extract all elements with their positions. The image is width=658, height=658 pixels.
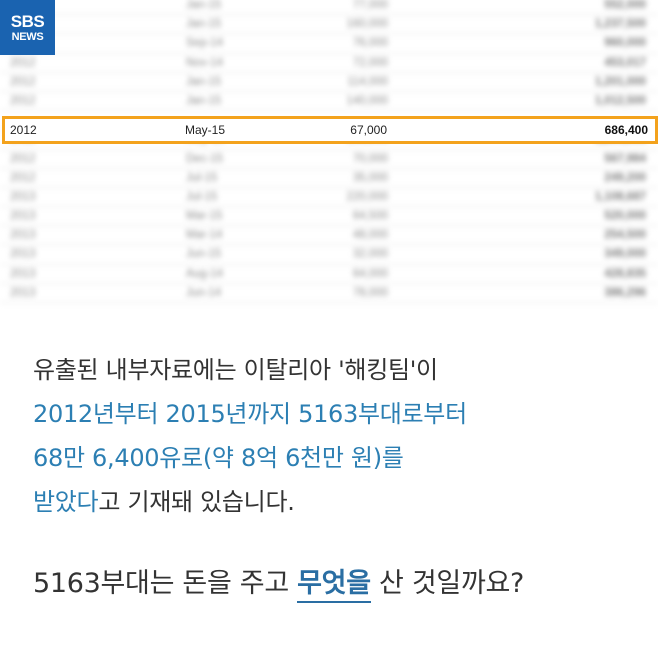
cell-date: May-15: [185, 123, 226, 137]
cell-year: 2013: [10, 267, 36, 280]
cell-amount: 32,000: [352, 248, 388, 261]
cell-amount: 67,000: [350, 123, 387, 137]
cell-date: Jan-15: [186, 75, 222, 88]
cell-amount: 64,500: [352, 210, 388, 223]
cell-amount: 114,000: [347, 75, 388, 88]
question-before: 5163부대는 돈을 주고: [33, 568, 298, 599]
table-row: Jan-15 160,000 1,237,500: [0, 15, 658, 35]
cell-total: 1,108,687: [594, 190, 646, 203]
question-emphasis: 무엇을: [297, 568, 371, 603]
cell-year: 2013: [10, 210, 36, 223]
cell-date: Jan-15: [186, 0, 222, 11]
cell-total: 686,400: [604, 123, 648, 137]
cell-year: 2013: [10, 229, 36, 242]
cell-total: 453,017: [604, 56, 646, 69]
cell-year: 2012: [10, 171, 36, 184]
cell-total: 254,500: [604, 229, 646, 242]
cell-amount: 76,000: [352, 37, 388, 50]
cell-year: 2012: [10, 75, 36, 88]
logo-line-1: SBS: [10, 11, 45, 31]
cell-total: 349,000: [604, 248, 646, 261]
logo-line-2: NEWS: [11, 30, 44, 43]
cell-total: 1,201,000: [594, 75, 646, 88]
cell-total: 386,296: [604, 286, 646, 299]
highlighted-table-row: 2012 May-15 67,000 686,400: [2, 116, 658, 144]
table-row: 2012 Dec-15 70,000 567,984: [0, 150, 658, 169]
caption-line-4: 받았다고 기재돼 있습니다.: [33, 480, 643, 524]
cell-amount: 70,000: [352, 152, 388, 165]
cell-total: 1,012,500: [594, 94, 646, 107]
cell-total: 520,000: [604, 210, 646, 223]
cell-date: Sep-14: [186, 37, 224, 50]
cell-total: 552,000: [604, 0, 646, 11]
cell-date: Mar-14: [186, 229, 223, 242]
sbs-news-logo: SBS NEWS: [0, 0, 55, 55]
table-row: 2012 Jul-15 35,000 249,200: [0, 169, 658, 188]
caption-line-4-highlight: 받았다: [33, 488, 99, 516]
cell-date: Nov-14: [186, 56, 224, 69]
cell-date: Dec-15: [186, 152, 224, 165]
cell-year: 2012: [10, 94, 36, 107]
caption-line-4-rest: 고 기재돼 있습니다.: [98, 488, 295, 516]
cell-year: 2012: [10, 123, 37, 137]
cell-total: 960,000: [604, 37, 646, 50]
table-row: Sep-14 76,000 960,000: [0, 34, 658, 54]
table-row: 2013 Jul-15 220,000 1,108,687: [0, 188, 658, 208]
table-row: Jan-15 77,000 552,000: [0, 0, 658, 16]
table-row: 2013 Jun-15 32,000 349,000: [0, 245, 658, 265]
cell-year: 2013: [10, 190, 36, 203]
cell-amount: 64,000: [352, 267, 388, 280]
caption-line-3: 68만 6,400유로(약 8억 6천만 원)를: [33, 444, 404, 472]
cell-date: Jan-15: [186, 18, 222, 31]
cell-amount: 160,000: [346, 18, 388, 31]
cell-date: Jan-15: [186, 94, 222, 107]
question-after: 산 것일까요?: [370, 568, 525, 599]
cell-total: 1,237,500: [594, 18, 646, 31]
table-row: 2012 Jan-15 140,000 1,012,500: [0, 92, 658, 112]
table-row: 2012 Nov-14 72,000 453,017: [0, 54, 658, 73]
table-row: 2013 Jun-14 78,000 386,296: [0, 284, 658, 303]
cell-date: Aug-14: [186, 267, 224, 280]
cell-total: 428,835: [604, 267, 646, 280]
cell-amount: 220,000: [346, 190, 388, 203]
cell-amount: 77,000: [352, 0, 388, 11]
table-row: 2012 Jan-15 114,000 1,201,000: [0, 73, 658, 92]
cell-amount: 72,000: [352, 56, 388, 69]
caption-line-2: 2012년부터 2015년까지 5163부대로부터: [33, 400, 467, 428]
table-row: 2013 Mar-15 64,500 520,000: [0, 207, 658, 227]
cell-amount: 48,000: [352, 229, 388, 242]
cell-total: 249,200: [604, 171, 646, 184]
table-row: 2013 Mar-14 48,000 254,500: [0, 226, 658, 246]
cell-date: Jun-15: [186, 248, 222, 261]
document-table-area: Jan-15 77,000 552,000 Jan-15 160,000 1,237,50…: [0, 0, 658, 303]
cell-date: Mar-15: [186, 210, 223, 223]
blurred-table-rows: Jan-15 77,000 552,000 Jan-15 160,000 1,237,50…: [0, 0, 658, 303]
table-row: 2013 Aug-14 64,000 428,835: [0, 265, 658, 284]
caption-line-1: 유출된 내부자료에는 이탈리아 '해킹팀'이: [33, 356, 438, 384]
cell-year: 2012: [10, 56, 36, 69]
cell-amount: 35,000: [352, 171, 388, 184]
cell-date: Jul-15: [186, 171, 218, 184]
cell-amount: 78,000: [352, 286, 388, 299]
cell-date: Jul-15: [186, 190, 218, 203]
cell-amount: 140,000: [346, 94, 388, 107]
cell-year: 2012: [10, 152, 36, 165]
caption-text: 유출된 내부자료에는 이탈리아 '해킹팀'이 2012년부터 2015년까지 5…: [33, 348, 643, 524]
cell-year: 2013: [10, 248, 36, 261]
cell-date: Jun-14: [186, 286, 222, 299]
cell-total: 567,984: [604, 152, 646, 165]
cell-year: 2013: [10, 286, 36, 299]
question-text: 5163부대는 돈을 주고 무엇을 산 것일까요?: [33, 562, 653, 606]
